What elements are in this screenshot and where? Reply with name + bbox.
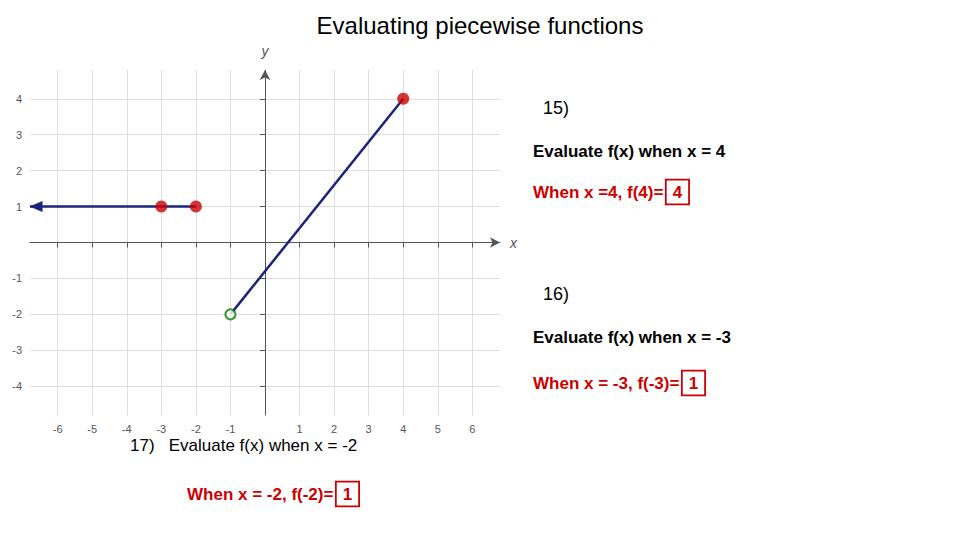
svg-text:4: 4 [400, 423, 406, 435]
svg-text:-1: -1 [12, 272, 22, 284]
svg-text:-2: -2 [191, 423, 201, 435]
svg-text:4: 4 [673, 183, 683, 202]
svg-text:-2: -2 [12, 308, 22, 320]
svg-text:-4: -4 [122, 423, 132, 435]
svg-text:6: 6 [469, 423, 475, 435]
svg-text:When x =4, f(4)=: When x =4, f(4)= [533, 183, 663, 202]
svg-text:x: x [509, 235, 518, 251]
svg-text:-6: -6 [53, 423, 63, 435]
svg-text:-1: -1 [226, 423, 236, 435]
svg-text:1: 1 [689, 374, 698, 393]
svg-text:5: 5 [435, 423, 441, 435]
svg-text:1: 1 [296, 423, 302, 435]
svg-text:Evaluate f(x) when x = 4: Evaluate f(x) when x = 4 [533, 142, 726, 161]
svg-text:When x = -2, f(-2)=: When x = -2, f(-2)= [187, 485, 333, 504]
svg-text:2: 2 [16, 165, 22, 177]
svg-text:Evaluate f(x) when x = -3: Evaluate f(x) when x = -3 [533, 328, 731, 347]
svg-text:17) Evaluate f(x) when x = -: 17) Evaluate f(x) when x = -2 [130, 436, 357, 455]
svg-text:16): 16) [543, 284, 569, 304]
svg-text:y: y [261, 43, 270, 59]
svg-text:Evaluating piecewise functions: Evaluating piecewise functions [317, 12, 644, 39]
svg-text:4: 4 [16, 93, 22, 105]
svg-text:15): 15) [543, 98, 569, 118]
svg-text:-3: -3 [156, 423, 166, 435]
svg-text:-5: -5 [87, 423, 97, 435]
svg-text:3: 3 [366, 423, 372, 435]
svg-text:-4: -4 [12, 380, 22, 392]
svg-text:3: 3 [16, 129, 22, 141]
svg-text:2: 2 [331, 423, 337, 435]
svg-text:-3: -3 [12, 344, 22, 356]
svg-text:When x = -3, f(-3)=: When x = -3, f(-3)= [533, 374, 679, 393]
svg-text:1: 1 [16, 201, 22, 213]
svg-text:1: 1 [343, 485, 352, 504]
